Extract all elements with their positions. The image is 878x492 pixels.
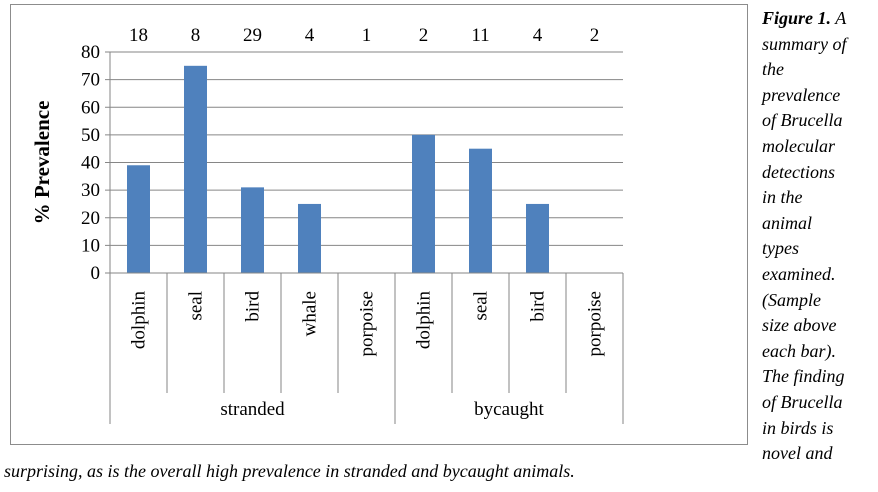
bar-dolphin [127,165,150,273]
caption-line: molecular [762,135,835,156]
sample-size-label: 18 [129,25,148,46]
caption-line: The finding [762,366,845,387]
group-label: bycaught [474,399,544,420]
caption-line: of Brucella [762,391,843,412]
caption-line: each bar). [762,340,836,361]
sample-size-label: 11 [471,25,489,46]
y-tick-label: 0 [91,263,101,284]
category-label: seal [186,291,207,321]
caption-line: in birds is [762,417,834,438]
sample-size-label: 1 [362,25,372,46]
y-tick-label: 70 [81,70,100,91]
y-tick-label: 40 [81,153,100,174]
y-axis-title: % Prevalence [30,101,54,225]
y-tick-label: 30 [81,180,100,201]
y-tick-label: 10 [81,235,100,256]
caption-line: the [762,59,784,80]
bar-seal [184,65,207,273]
caption-line: (Sample [762,289,821,310]
prevalence-bar-chart: 0 10 20 30 40 50 60 70 80 % Prevalence 18 8 29 4 1 2 11 4… [30,25,624,424]
category-label: dolphin [129,291,150,350]
category-label: bird [528,291,549,322]
category-label: whale [300,291,321,336]
caption-line: of Brucella [762,110,843,131]
category-label: porpoise [585,291,606,356]
figure-label: Figure 1. [762,8,832,28]
y-tick-label: 80 [81,42,100,63]
sample-size-label: 4 [305,25,315,46]
chart-frame: 0 10 20 30 40 50 60 70 80 % Prevalence 18 8 29 4 1 2 11 4… [10,4,748,445]
caption-line: examined. [762,263,836,284]
y-tick-label: 20 [81,208,100,229]
y-tick-label: 50 [81,125,100,146]
sample-size-label: 2 [590,25,600,46]
bar-whale [298,203,321,273]
group-label: stranded [220,399,285,420]
caption-line: animal [762,212,813,233]
bar-bird [526,203,549,273]
bar-bird [241,187,264,273]
caption-line: novel and [762,443,833,464]
y-tick-label: 60 [81,97,100,118]
bar-dolphin [412,134,435,273]
sample-size-label: 2 [419,25,429,46]
caption-line: summary of [762,33,847,54]
caption-line: A [835,8,847,28]
figure-caption-continued: surprising, as is the overall high preva… [4,461,575,481]
caption-line: types [762,238,799,259]
category-label: bird [243,291,264,322]
sample-size-label: 29 [243,25,262,46]
caption-line: prevalence [762,84,841,105]
bar-seal [469,148,492,273]
category-label: dolphin [414,291,435,350]
caption-line: size above [762,315,837,336]
sample-size-label: 8 [191,25,201,46]
category-label: seal [471,291,492,321]
caption-line: detections [762,161,835,182]
sample-size-label: 4 [533,25,543,46]
category-label: porpoise [357,291,378,356]
caption-line: in the [762,187,803,208]
